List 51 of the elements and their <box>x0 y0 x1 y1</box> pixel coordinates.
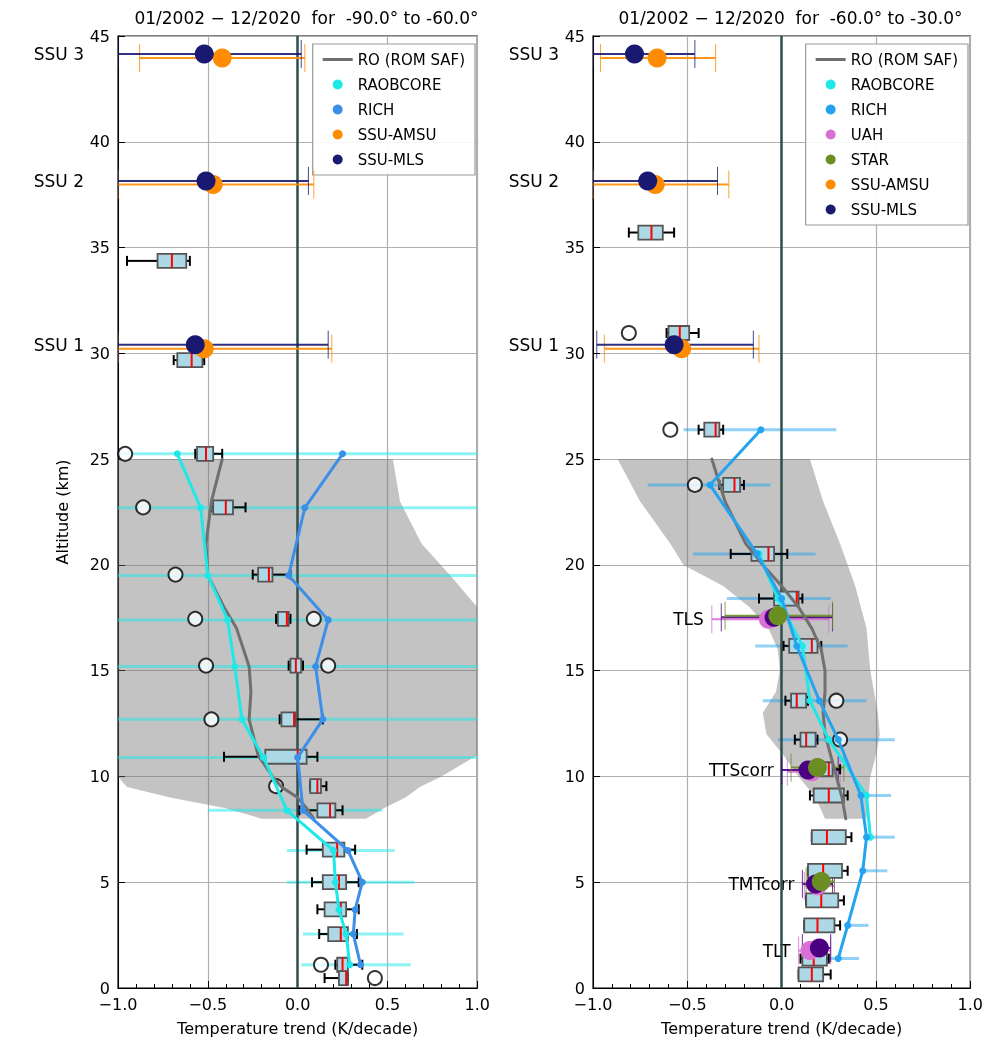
chart-title: 01/2002 − 12/2020 for -90.0° to -60.0° <box>134 7 479 28</box>
y-tick-label: 15 <box>89 661 110 681</box>
y-tick-label: 20 <box>89 555 110 575</box>
legend-label: SSU-AMSU <box>850 175 930 194</box>
x-tick-label: 0.5 <box>863 994 889 1014</box>
x-tick-label: −0.5 <box>667 994 707 1014</box>
y-tick-label: 40 <box>564 132 585 152</box>
y-tick-label: 35 <box>564 238 585 258</box>
legend-label: RICH <box>357 100 395 119</box>
y-tick-label: 25 <box>564 449 585 469</box>
x-tick-label: 1.0 <box>464 994 490 1014</box>
legend-label: RO (ROM SAF) <box>357 50 466 69</box>
chart-title: 01/2002 − 12/2020 for -60.0° to -30.0° <box>618 7 963 28</box>
annotation: SSU 2 <box>33 170 84 191</box>
x-tick-label: 0.5 <box>374 994 401 1014</box>
legend-label: SSU-AMSU <box>357 125 437 144</box>
y-tick-label: 30 <box>89 343 110 363</box>
legend-label: RO (ROM SAF) <box>850 50 959 69</box>
y-tick-label: 10 <box>564 766 585 786</box>
legend-label: RICH <box>850 100 888 119</box>
y-tick-label: 25 <box>89 449 110 469</box>
annotation: SSU 3 <box>508 43 559 64</box>
y-tick-label: 45 <box>89 26 110 46</box>
annotation: SSU 3 <box>33 43 84 64</box>
x-tick-label: 1.0 <box>957 994 983 1014</box>
x-tick-label: 0.0 <box>768 994 795 1014</box>
y-tick-label: 35 <box>89 238 110 258</box>
legend-label: SSU-MLS <box>850 200 917 219</box>
x-tick-label: −0.5 <box>188 994 228 1014</box>
x-axis-title: Temperature trend (K/decade) <box>176 1018 419 1038</box>
annotation: TTScorr <box>707 760 774 781</box>
y-tick-label: 20 <box>564 555 585 575</box>
annotation: SSU 1 <box>508 334 559 355</box>
legend-label: RAOBCORE <box>850 75 935 94</box>
annotation: SSU 2 <box>508 170 559 191</box>
legend-label: SSU-MLS <box>357 150 424 169</box>
annotation: SSU 1 <box>33 334 84 355</box>
y-tick-label: 5 <box>99 872 110 892</box>
legend-label: STAR <box>850 150 889 169</box>
x-tick-label: 0.0 <box>284 994 311 1014</box>
y-axis-title: Altitude (km) <box>52 459 72 565</box>
y-tick-label: 15 <box>564 661 585 681</box>
legend-label: RAOBCORE <box>357 75 442 94</box>
x-axis-title: Temperature trend (K/decade) <box>660 1018 903 1038</box>
y-tick-label: 40 <box>89 132 110 152</box>
legend-label: UAH <box>850 125 884 144</box>
annotation: TLS <box>672 609 704 630</box>
y-tick-label: 5 <box>574 872 585 892</box>
y-tick-label: 30 <box>564 343 585 363</box>
y-tick-label: 10 <box>89 766 110 786</box>
y-tick-label: 45 <box>564 26 585 46</box>
